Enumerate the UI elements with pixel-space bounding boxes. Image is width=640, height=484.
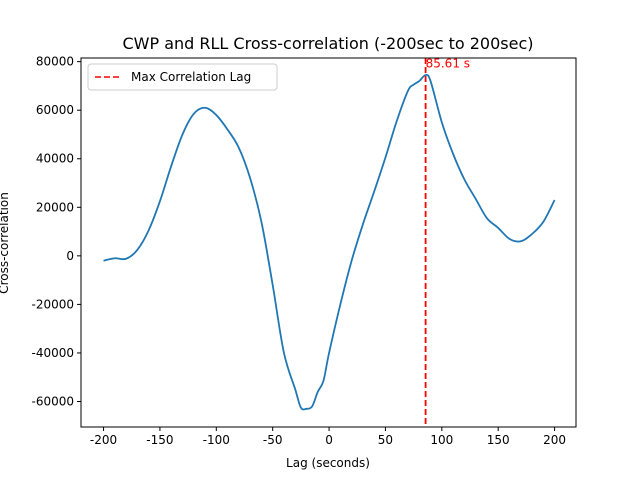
legend-box — [87, 63, 278, 91]
y-tick-label: 20000 — [36, 200, 74, 214]
y-axis-label: Cross-correlation — [0, 192, 11, 294]
legend: Max Correlation Lag — [87, 63, 278, 91]
y-tick-label: 80000 — [36, 55, 74, 69]
x-tick-label: 150 — [487, 433, 510, 447]
max-lag-annotation: 85.61 s — [426, 56, 470, 70]
cross-correlation-line — [103, 73, 556, 411]
x-tick-label: -200 — [90, 433, 117, 447]
y-tick-label: -60000 — [31, 395, 74, 409]
chart-title: CWP and RLL Cross-correlation (-200sec t… — [122, 34, 533, 53]
x-tick-label: -50 — [263, 433, 283, 447]
x-axis-label: Lag (seconds) — [286, 456, 370, 470]
x-tick-label: 100 — [430, 433, 453, 447]
legend-entry: Max Correlation Lag — [131, 70, 251, 84]
y-tick-label: 0 — [66, 249, 74, 263]
x-tick-label: 200 — [543, 433, 566, 447]
y-tick-label: -20000 — [31, 297, 74, 311]
x-tick-label: 0 — [325, 433, 333, 447]
y-tick-label: 40000 — [36, 152, 74, 166]
x-tick-label: 50 — [378, 433, 393, 447]
axes-frame — [80, 57, 577, 428]
x-tick-label: -150 — [146, 433, 173, 447]
y-tick-label: -40000 — [31, 346, 74, 360]
x-tick-label: -100 — [203, 433, 230, 447]
y-tick-label: 60000 — [36, 103, 74, 117]
